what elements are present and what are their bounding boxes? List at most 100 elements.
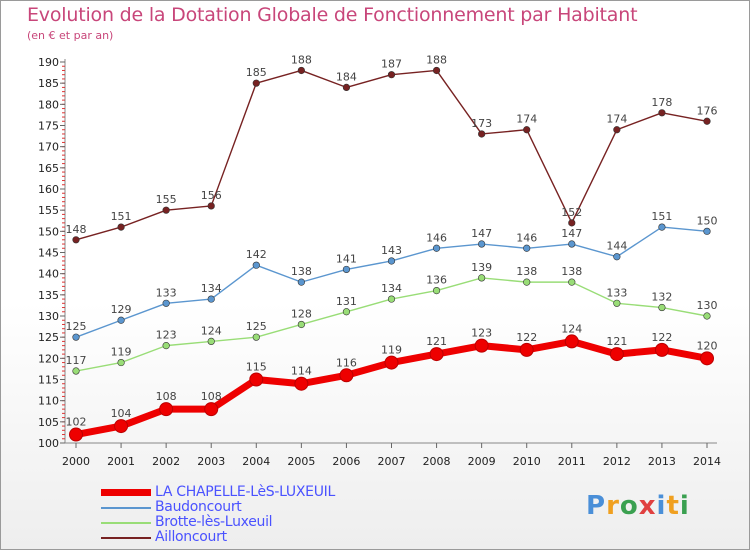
data-point — [342, 308, 351, 316]
data-label: 104 — [111, 407, 132, 420]
x-tick-label: 2006 — [332, 455, 360, 468]
axes: 100 105 110 115 120 125 130 135 140 145 150 155 160 1… — [38, 56, 721, 468]
data-point — [568, 278, 576, 286]
data-label: 121 — [426, 335, 447, 348]
data-label: 176 — [697, 104, 718, 117]
data-label: 147 — [471, 227, 492, 240]
logo-letter: t — [666, 491, 680, 521]
logo-letter: o — [619, 491, 639, 521]
data-label: 141 — [336, 252, 357, 265]
y-tick-label: 165 — [38, 162, 59, 175]
y-tick-label: 120 — [38, 352, 59, 365]
data-point — [432, 244, 441, 252]
data-label: 155 — [156, 193, 177, 206]
legend-swatch — [101, 489, 151, 496]
data-label: 129 — [111, 303, 132, 316]
data-label: 185 — [246, 66, 267, 79]
data-point — [117, 316, 125, 324]
y-tick-label: 190 — [38, 56, 59, 69]
data-point — [613, 253, 621, 261]
data-label: 174 — [516, 113, 537, 126]
data-label: 133 — [156, 286, 177, 299]
proxiti-logo: Proxiti — [586, 491, 690, 521]
data-label: 128 — [291, 307, 312, 320]
x-tick-label: 2014 — [693, 455, 721, 468]
data-label: 119 — [111, 346, 132, 359]
chart-subtitle: (en € et par an) — [27, 29, 114, 42]
data-label: 136 — [426, 274, 447, 287]
data-point — [204, 402, 219, 417]
y-tick-label: 155 — [38, 204, 59, 217]
y-tick-label: 185 — [38, 77, 59, 90]
data-label: 138 — [516, 265, 537, 278]
data-label: 122 — [651, 331, 672, 344]
data-point — [700, 351, 714, 366]
data-label: 187 — [381, 58, 402, 71]
data-label: 120 — [697, 339, 718, 352]
data-point — [432, 287, 441, 295]
series-1: 102 104 108 108 115 114 116 119 121 123 122 124 121 1… — [66, 322, 718, 442]
x-tick-label: 2005 — [287, 455, 315, 468]
y-tick-label: 170 — [38, 141, 59, 154]
y-tick-label: 115 — [38, 374, 59, 387]
x-tick-label: 2008 — [423, 455, 451, 468]
logo-letter: P — [586, 491, 607, 521]
logo-letter: r — [606, 491, 620, 521]
data-point — [703, 312, 711, 320]
data-point — [613, 299, 621, 307]
logo-letter: x — [638, 491, 657, 521]
x-tick-label: 2000 — [62, 455, 90, 468]
x-tick-label: 2003 — [197, 455, 225, 468]
x-tick-label: 2002 — [152, 455, 180, 468]
data-point — [297, 320, 305, 329]
data-point — [162, 299, 170, 307]
legend-swatch — [101, 507, 151, 509]
data-label: 156 — [201, 189, 222, 202]
data-label: 151 — [111, 210, 132, 223]
y-tick-label: 140 — [38, 268, 59, 281]
data-label: 144 — [606, 240, 627, 253]
data-point — [117, 358, 125, 367]
data-point — [342, 265, 351, 274]
y-tick-label: 125 — [38, 331, 59, 344]
data-point — [297, 66, 305, 75]
data-point — [654, 342, 669, 357]
data-point — [159, 402, 174, 417]
data-point — [432, 66, 441, 75]
data-point — [162, 206, 170, 214]
x-tick-label: 2009 — [468, 455, 496, 468]
data-point — [429, 347, 444, 362]
data-label: 117 — [66, 354, 87, 367]
y-tick-label: 180 — [38, 98, 59, 111]
data-label: 146 — [426, 231, 447, 244]
data-label: 134 — [201, 282, 222, 295]
data-point — [252, 261, 260, 269]
data-point — [658, 109, 666, 117]
data-point — [297, 278, 305, 286]
data-label: 188 — [426, 53, 447, 66]
logo-letter: i — [656, 491, 667, 521]
data-point — [474, 338, 489, 353]
data-point — [523, 278, 531, 286]
legend-label: Brotte-lès-Luxeuil — [155, 514, 273, 530]
series-4: 148 151 155 156 185 188 184 187 188 173 174 152 174 1… — [66, 53, 718, 244]
data-label: 123 — [156, 329, 177, 342]
data-label: 188 — [291, 53, 312, 66]
data-point — [249, 372, 264, 387]
data-point — [478, 240, 486, 248]
data-point — [207, 295, 215, 303]
data-point — [387, 295, 396, 303]
x-tick-label: 2012 — [603, 455, 631, 468]
data-point — [252, 79, 260, 87]
data-label: 151 — [651, 210, 672, 223]
data-point — [478, 130, 486, 138]
data-point — [72, 333, 80, 341]
data-point — [252, 333, 260, 341]
data-label: 108 — [201, 390, 222, 403]
data-label: 130 — [697, 299, 718, 312]
data-label: 125 — [66, 320, 87, 333]
data-label: 123 — [471, 327, 492, 340]
data-label: 124 — [201, 324, 222, 337]
data-label: 115 — [246, 361, 267, 374]
series-layer: 148 151 155 156 185 188 184 187 188 173 174 152 174 1… — [66, 53, 718, 442]
